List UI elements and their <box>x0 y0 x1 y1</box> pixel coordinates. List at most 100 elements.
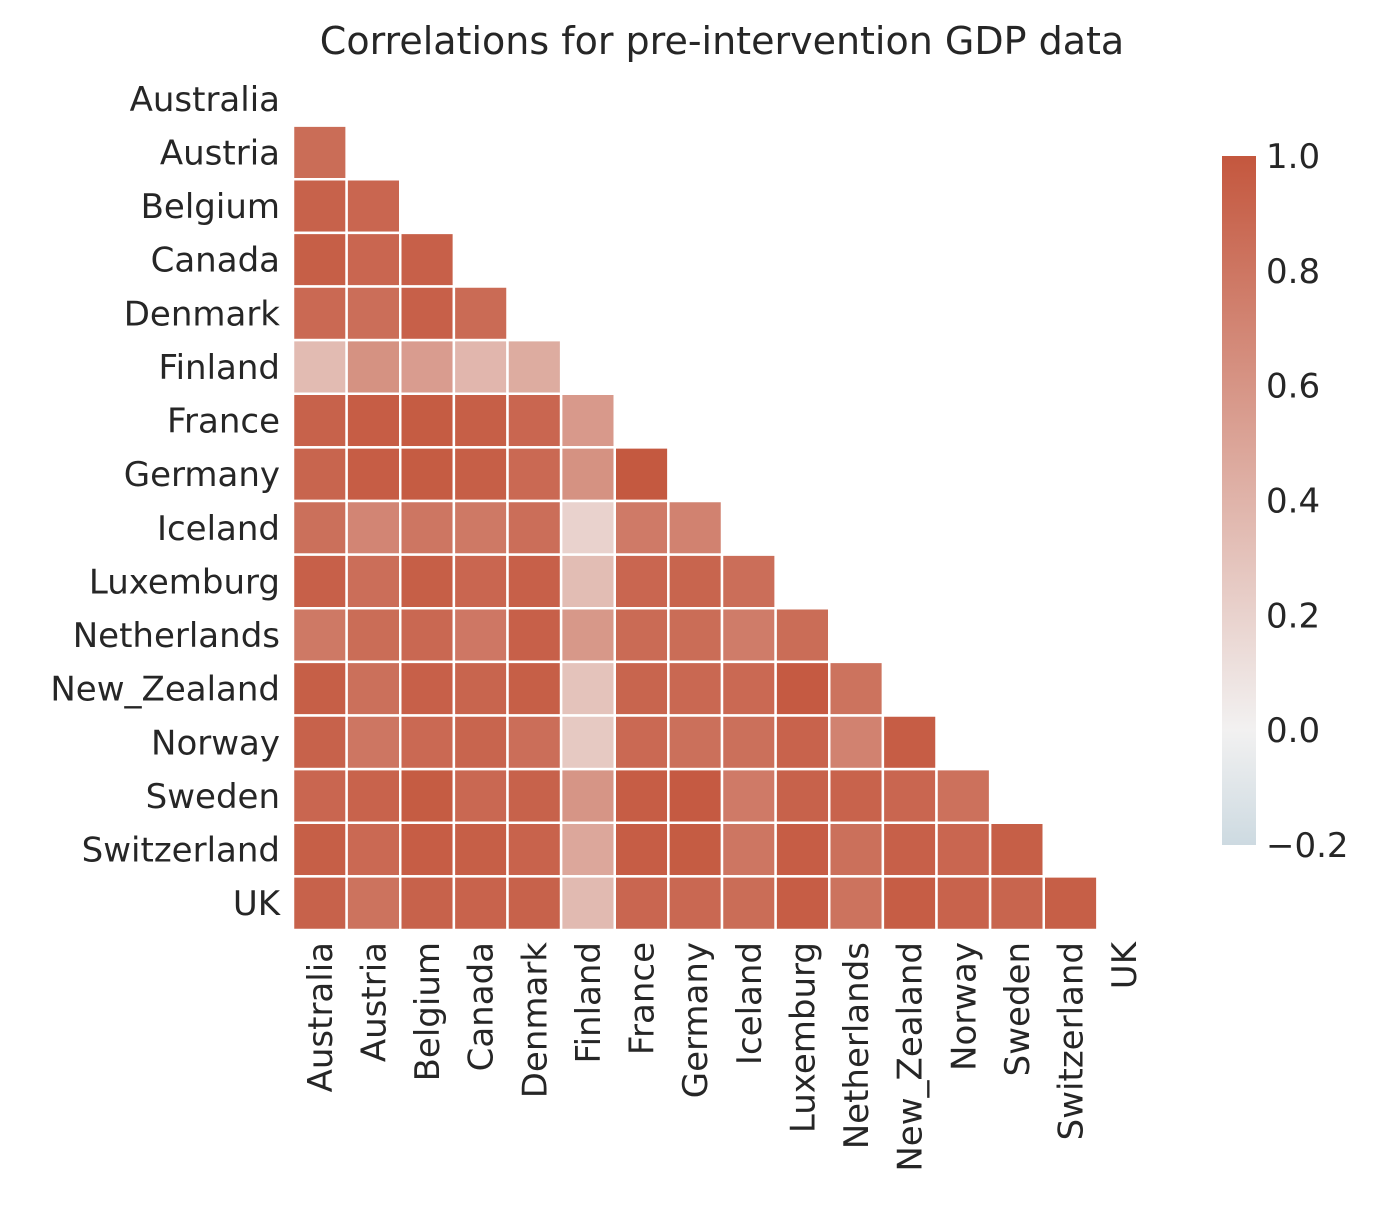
cell-Norway-Canada <box>452 714 509 771</box>
cell-Luxemburg-Australia <box>291 553 348 610</box>
cell-Norway-Denmark <box>506 714 563 771</box>
cell-Finland-Canada <box>452 338 509 395</box>
cell-UK-Belgium <box>399 875 456 932</box>
cell-Switzerland-Belgium <box>399 821 456 878</box>
cell-New_Zealand-Belgium <box>399 660 456 717</box>
x-tick-label: Denmark <box>515 942 555 1099</box>
cell-New_Zealand-Australia <box>291 660 348 717</box>
cell-Luxemburg-France <box>613 553 670 610</box>
cell-Denmark-Austria <box>345 285 402 342</box>
cell-Netherlands-Finland <box>559 607 616 664</box>
cell-Iceland-Canada <box>452 499 509 556</box>
cell-Netherlands-Luxemburg <box>774 607 831 664</box>
y-tick-label: Luxemburg <box>89 562 280 602</box>
y-tick-label: UK <box>233 884 282 924</box>
cell-Finland-Belgium <box>399 338 456 395</box>
cell-New_Zealand-Luxemburg <box>774 660 831 717</box>
colorbar-tick-label: 0.2 <box>1266 596 1320 636</box>
cell-UK-Luxemburg <box>774 875 831 932</box>
x-tick-label: Luxemburg <box>783 942 823 1133</box>
x-tick-label: Germany <box>676 942 716 1098</box>
x-tick-label: New_Zealand <box>891 942 931 1172</box>
cell-Switzerland-France <box>613 821 670 878</box>
cell-Sweden-Australia <box>291 767 348 824</box>
cell-UK-Denmark <box>506 875 563 932</box>
cell-Luxemburg-Denmark <box>506 553 563 610</box>
x-tick-label: Belgium <box>408 942 448 1081</box>
colorbar-tick-label: 1.0 <box>1266 137 1320 177</box>
cell-Sweden-Finland <box>559 767 616 824</box>
cell-Denmark-Australia <box>291 285 348 342</box>
cell-Luxemburg-Iceland <box>720 553 777 610</box>
cell-Norway-Belgium <box>399 714 456 771</box>
cell-Finland-Denmark <box>506 338 563 395</box>
cell-Germany-Finland <box>559 446 616 503</box>
y-tick-label: Denmark <box>124 294 281 334</box>
cell-France-Canada <box>452 392 509 449</box>
cell-UK-Netherlands <box>828 875 885 932</box>
x-tick-label: Iceland <box>730 942 770 1065</box>
cell-UK-Sweden <box>988 875 1045 932</box>
cell-Norway-Finland <box>559 714 616 771</box>
y-tick-label: New_Zealand <box>50 670 280 710</box>
cell-Netherlands-Belgium <box>399 607 456 664</box>
cell-Iceland-Denmark <box>506 499 563 556</box>
cell-France-Denmark <box>506 392 563 449</box>
x-tick-label: UK <box>1105 940 1145 989</box>
y-tick-label: Switzerland <box>82 831 280 871</box>
cell-Iceland-Finland <box>559 499 616 556</box>
cell-Luxemburg-Belgium <box>399 553 456 610</box>
cell-France-Belgium <box>399 392 456 449</box>
y-tick-label: Australia <box>130 80 280 120</box>
x-tick-label: Canada <box>462 942 502 1071</box>
cell-Sweden-Netherlands <box>828 767 885 824</box>
cell-France-Austria <box>345 392 402 449</box>
cell-France-Australia <box>291 392 348 449</box>
cell-Sweden-Luxemburg <box>774 767 831 824</box>
cell-Iceland-France <box>613 499 670 556</box>
cell-Sweden-New_Zealand <box>881 767 938 824</box>
cell-Netherlands-Australia <box>291 607 348 664</box>
colorbar-tick-labels: −0.2 0.0 0.2 0.4 0.6 0.8 1.0 <box>1266 137 1349 866</box>
cell-Iceland-Germany <box>667 499 724 556</box>
cell-Switzerland-Sweden <box>988 821 1045 878</box>
cell-Switzerland-New_Zealand <box>881 821 938 878</box>
cell-Canada-Austria <box>345 231 402 288</box>
cell-Germany-Denmark <box>506 446 563 503</box>
cell-Netherlands-Denmark <box>506 607 563 664</box>
cell-Norway-Luxemburg <box>774 714 831 771</box>
cell-Norway-France <box>613 714 670 771</box>
cell-New_Zealand-Germany <box>667 660 724 717</box>
cell-Iceland-Belgium <box>399 499 456 556</box>
colorbar <box>1222 156 1256 845</box>
cell-Sweden-Denmark <box>506 767 563 824</box>
cell-Luxemburg-Finland <box>559 553 616 610</box>
cell-Norway-Netherlands <box>828 714 885 771</box>
cell-Sweden-Belgium <box>399 767 456 824</box>
cell-Belgium-Austria <box>345 178 402 235</box>
cell-Iceland-Austria <box>345 499 402 556</box>
cell-New_Zealand-Canada <box>452 660 509 717</box>
colorbar-tick-label: 0.6 <box>1266 367 1320 407</box>
x-tick-label: Australia <box>301 942 341 1092</box>
cell-Switzerland-Finland <box>559 821 616 878</box>
cell-Germany-Australia <box>291 446 348 503</box>
cell-Norway-Austria <box>345 714 402 771</box>
y-tick-label: Canada <box>151 241 280 281</box>
cell-Luxemburg-Canada <box>452 553 509 610</box>
cell-Netherlands-Germany <box>667 607 724 664</box>
cell-Denmark-Belgium <box>399 285 456 342</box>
cell-Switzerland-Iceland <box>720 821 777 878</box>
cell-Germany-Austria <box>345 446 402 503</box>
x-tick-label: France <box>623 942 663 1055</box>
cell-Canada-Belgium <box>399 231 456 288</box>
x-tick-label: Norway <box>944 942 984 1071</box>
cell-Finland-Australia <box>291 338 348 395</box>
y-tick-label: Norway <box>151 723 280 763</box>
colorbar-tick-label: 0.0 <box>1266 711 1320 751</box>
cell-Norway-New_Zealand <box>881 714 938 771</box>
chart-title: Correlations for pre-intervention GDP da… <box>320 19 1124 63</box>
cell-Switzerland-Germany <box>667 821 724 878</box>
cell-Luxemburg-Austria <box>345 553 402 610</box>
